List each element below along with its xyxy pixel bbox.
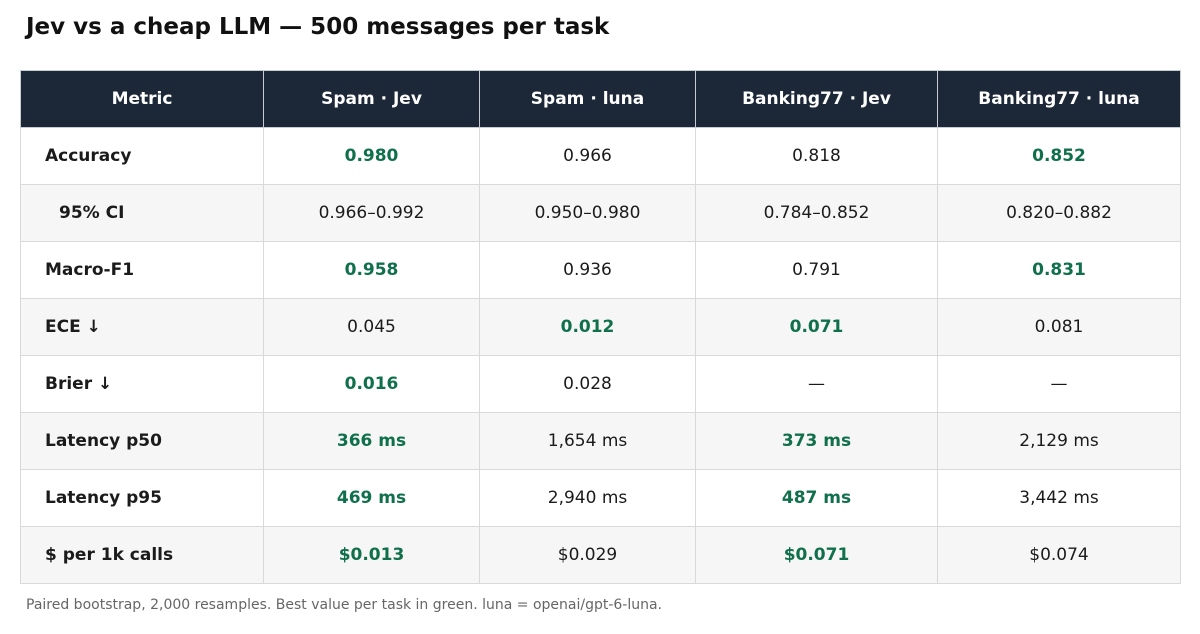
table-row: 95% CI 0.966–0.992 0.950–0.980 0.784–0.852 0… — [20, 184, 1181, 242]
column-header-banking77-jev: Banking77 · Jev — [695, 70, 938, 128]
table-row: $ per 1k calls $0.013 $0.029 $0.071 $0.074 — [20, 526, 1181, 584]
cell-banking77-jev: 0.784–0.852 — [695, 184, 938, 242]
cell-spam-jev: 0.045 — [263, 298, 480, 356]
cell-banking77-jev: 0.818 — [695, 127, 938, 185]
cell-spam-luna: 0.936 — [479, 241, 696, 299]
cell-banking77-luna-best: 0.831 — [937, 241, 1181, 299]
cell-banking77-luna: — — [937, 355, 1181, 413]
cell-banking77-jev: — — [695, 355, 938, 413]
column-header-banking77-luna: Banking77 · luna — [937, 70, 1181, 128]
metric-label: $ per 1k calls — [20, 526, 264, 584]
cell-spam-luna: 0.966 — [479, 127, 696, 185]
metric-label: ECE ↓ — [20, 298, 264, 356]
cell-spam-luna-best: 0.012 — [479, 298, 696, 356]
cell-spam-luna: 0.950–0.980 — [479, 184, 696, 242]
metric-label: Accuracy — [20, 127, 264, 185]
cell-banking77-luna: 0.081 — [937, 298, 1181, 356]
table-header: Metric Spam · Jev Spam · luna Banking77 … — [20, 70, 1181, 128]
header-row: Metric Spam · Jev Spam · luna Banking77 … — [20, 70, 1181, 128]
table-body: Accuracy 0.980 0.966 0.818 0.852 95% CI 0.966–… — [20, 127, 1181, 584]
cell-banking77-luna: 0.820–0.882 — [937, 184, 1181, 242]
metric-label: Latency p50 — [20, 412, 264, 470]
footnote: Paired bootstrap, 2,000 resamples. Best … — [26, 597, 663, 613]
metric-label: Latency p95 — [20, 469, 264, 527]
cell-spam-jev-best: $0.013 — [263, 526, 480, 584]
cell-spam-jev-best: 0.958 — [263, 241, 480, 299]
metric-label: Macro-F1 — [20, 241, 264, 299]
metric-label: Brier ↓ — [20, 355, 264, 413]
table-row: Macro-F1 0.958 0.936 0.791 0.831 — [20, 241, 1181, 299]
comparison-table-container: Metric Spam · Jev Spam · luna Banking77 … — [20, 70, 1181, 584]
table-row: Latency p95 469 ms 2,940 ms 487 ms 3,442 ms — [20, 469, 1181, 527]
metric-label: 95% CI — [20, 184, 264, 242]
cell-spam-jev-best: 0.016 — [263, 355, 480, 413]
column-header-metric: Metric — [20, 70, 264, 128]
cell-spam-luna: 0.028 — [479, 355, 696, 413]
table-row: Accuracy 0.980 0.966 0.818 0.852 — [20, 127, 1181, 185]
cell-spam-jev: 0.966–0.992 — [263, 184, 480, 242]
cell-banking77-luna-best: 0.852 — [937, 127, 1181, 185]
table-row: ECE ↓ 0.045 0.012 0.071 0.081 — [20, 298, 1181, 356]
cell-banking77-luna: 3,442 ms — [937, 469, 1181, 527]
column-header-spam-jev: Spam · Jev — [263, 70, 480, 128]
cell-spam-jev-best: 366 ms — [263, 412, 480, 470]
cell-spam-jev-best: 0.980 — [263, 127, 480, 185]
table-row: Latency p50 366 ms 1,654 ms 373 ms 2,129 ms — [20, 412, 1181, 470]
comparison-table: Metric Spam · Jev Spam · luna Banking77 … — [20, 70, 1181, 584]
cell-banking77-jev-best: 0.071 — [695, 298, 938, 356]
cell-spam-luna: 1,654 ms — [479, 412, 696, 470]
cell-banking77-jev: 0.791 — [695, 241, 938, 299]
cell-banking77-luna: $0.074 — [937, 526, 1181, 584]
cell-spam-luna: $0.029 — [479, 526, 696, 584]
table-title: Jev vs a cheap LLM — 500 messages per ta… — [26, 14, 610, 40]
cell-spam-luna: 2,940 ms — [479, 469, 696, 527]
column-header-spam-luna: Spam · luna — [479, 70, 696, 128]
cell-banking77-luna: 2,129 ms — [937, 412, 1181, 470]
cell-banking77-jev-best: 373 ms — [695, 412, 938, 470]
table-row: Brier ↓ 0.016 0.028— — — [20, 355, 1181, 413]
cell-banking77-jev-best: $0.071 — [695, 526, 938, 584]
cell-banking77-jev-best: 487 ms — [695, 469, 938, 527]
cell-spam-jev-best: 469 ms — [263, 469, 480, 527]
